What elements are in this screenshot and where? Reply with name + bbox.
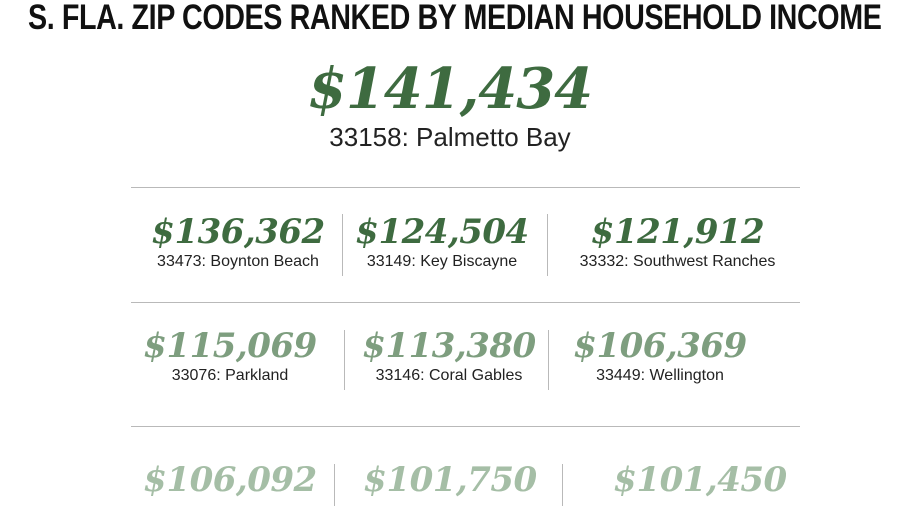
divider-row1 [131, 302, 800, 303]
rank-card: $106,092 [130, 460, 330, 500]
income-value: $106,092 [143, 460, 317, 500]
zip-label: 33473: Boynton Beach [157, 253, 319, 270]
zip-label: 33146: Coral Gables [375, 367, 523, 384]
income-value: $106,369 [573, 326, 747, 366]
rank-card: $113,380 33146: Coral Gables [350, 326, 548, 386]
column-divider [334, 464, 335, 506]
rank-card: $106,369 33449: Wellington [560, 326, 760, 386]
column-divider [547, 214, 548, 276]
rank-card: $121,912 33332: Southwest Ranches [555, 212, 800, 272]
column-divider [342, 214, 343, 276]
income-value: $136,362 [151, 212, 325, 252]
income-value: $115,069 [143, 326, 317, 366]
income-value: $113,380 [362, 326, 536, 366]
column-divider [562, 464, 563, 506]
rank-card: $115,069 33076: Parkland [130, 326, 330, 386]
income-value: $121,912 [590, 212, 765, 252]
rank-card: $124,504 33149: Key Biscayne [343, 212, 541, 272]
top-ranked-zip: $141,434 33158: Palmetto Bay [0, 58, 900, 153]
rank-card: $136,362 33473: Boynton Beach [138, 212, 338, 272]
income-value: $101,450 [613, 460, 787, 500]
divider-row2 [131, 426, 800, 427]
zip-label: 33076: Parkland [171, 367, 289, 384]
zip-label: 33149: Key Biscayne [366, 253, 518, 270]
column-divider [548, 330, 549, 390]
income-value: $124,504 [355, 212, 529, 252]
top-zip-label: 33158: Palmetto Bay [329, 122, 571, 152]
income-value: $101,750 [363, 460, 537, 500]
column-divider [344, 330, 345, 390]
page-title: S. FLA. ZIP CODES RANKED BY MEDIAN HOUSE… [28, 0, 882, 37]
zip-label: 33449: Wellington [596, 367, 724, 384]
divider-top [131, 187, 800, 188]
rank-card: $101,750 [350, 460, 550, 500]
zip-label: 33332: Southwest Ranches [579, 253, 776, 270]
rank-card: $101,450 [600, 460, 800, 500]
top-income-value: $141,434 [307, 56, 593, 122]
